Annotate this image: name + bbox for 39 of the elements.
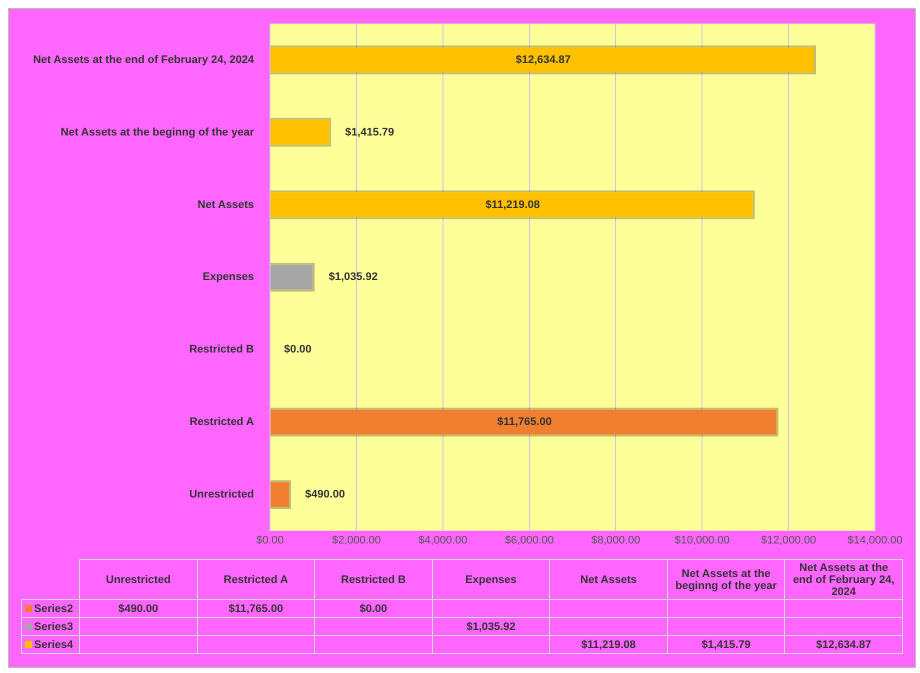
x-tick-label: $12,000.00 — [761, 534, 816, 546]
data-label: $490.00 — [305, 488, 345, 501]
text: $11,219.08 — [581, 638, 636, 650]
text: $0.00 — [360, 602, 388, 614]
text: $1,415.79 — [702, 638, 751, 650]
category-label: Restricted A — [224, 574, 288, 586]
x-tick-label: $4,000.00 — [418, 534, 468, 546]
y-tick-label: Unrestricted — [189, 488, 254, 501]
text: $1,035.92 — [466, 620, 516, 632]
x-tick-label: $8,000.00 — [591, 534, 640, 546]
data-label: $1,415.79 — [345, 126, 394, 138]
y-tick-label: Expenses — [202, 271, 254, 284]
x-tick-label: $0.00 — [256, 534, 284, 546]
category-label: Restricted B — [341, 574, 406, 586]
category-label: Net Assets at the end of February 24, 2024 — [792, 562, 894, 598]
legend-label: Series4 — [22, 636, 80, 654]
text: $490.00 — [118, 602, 158, 614]
x-tick-label: $10,000.00 — [674, 534, 730, 546]
y-tick-label: Net Assets at the end of February 24, 2024 — [33, 54, 255, 66]
x-tick-label: $14,000.00 — [847, 534, 903, 546]
y-tick-label: Net Assets — [198, 198, 254, 211]
y-tick-label: Net Assets at the beginng of the year — [60, 126, 255, 138]
category-label: Net Assets at the beginng of the year — [675, 568, 777, 592]
legend-label: Series2 — [22, 600, 80, 618]
x-tick-label: $2,000.00 — [332, 534, 381, 546]
data-label: $12,634.87 — [516, 54, 571, 66]
legend-label: Series3 — [22, 618, 80, 636]
x-tick-label: $6,000.00 — [504, 534, 554, 546]
category-label: Expenses — [465, 574, 517, 586]
data-label: $11,765.00 — [497, 416, 552, 428]
category-label: Net Assets — [580, 574, 637, 586]
category-label: Unrestricted — [106, 574, 171, 586]
data-label: $11,219.08 — [485, 198, 540, 211]
text: $11,765.00 — [228, 602, 284, 614]
y-tick-label: Restricted B — [189, 344, 254, 356]
y-tick-label: Restricted A — [190, 416, 254, 428]
data-label: $0.00 — [284, 344, 312, 356]
data-label: $1,035.92 — [328, 271, 378, 284]
text: $12,634.87 — [816, 638, 872, 650]
